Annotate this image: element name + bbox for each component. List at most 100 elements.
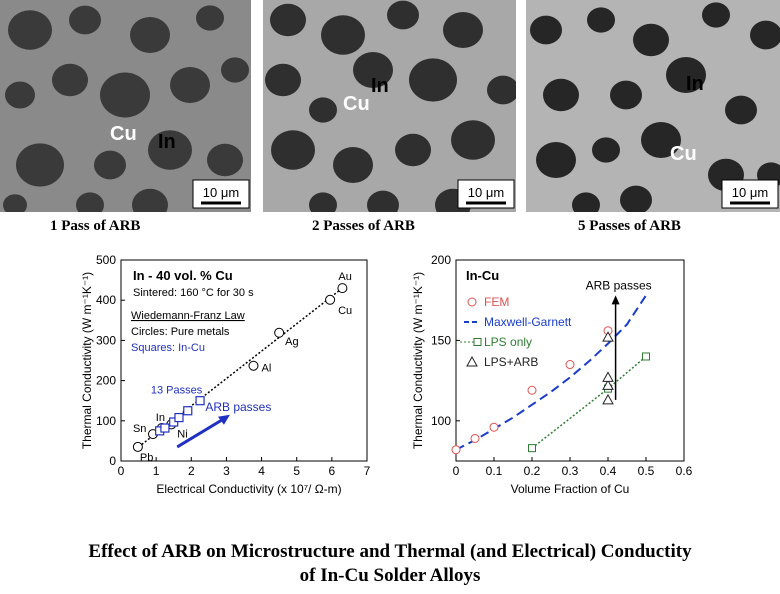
annotation-arb-passes: ARB passes bbox=[205, 400, 271, 414]
lps-arb-point bbox=[602, 379, 614, 390]
legend-lps-label: LPS only bbox=[484, 335, 532, 349]
lps-arb-point bbox=[602, 371, 614, 382]
pure-metal-label-al: Al bbox=[261, 363, 271, 375]
cu-particle bbox=[443, 12, 483, 48]
legend-arb-marker bbox=[466, 355, 478, 367]
legend-law: Wiedemann-Franz Law bbox=[131, 310, 245, 322]
pure-metal-point bbox=[132, 441, 143, 452]
figure-title-line-1: Effect of ARB on Microstructure and Ther… bbox=[88, 541, 692, 562]
x-tick-label: 0.4 bbox=[600, 464, 617, 478]
x-tick-label: 0.1 bbox=[486, 464, 503, 478]
cu-particle bbox=[132, 188, 168, 212]
chart-thermal-vs-volume-fraction: 0 0.1 0.2 0.3 0.4 0.5 0.6 100 150 200 Volume Fract… bbox=[400, 248, 700, 511]
pure-metal-label-ag: Ag bbox=[285, 336, 298, 348]
y-axis-label: Thermal Conductivity (W m⁻¹K⁻¹) bbox=[411, 272, 425, 449]
y-tick-label: 300 bbox=[96, 333, 116, 347]
x-axis-label: Volume Fraction of Cu bbox=[511, 482, 630, 496]
fem-point bbox=[565, 360, 575, 370]
plot-frame bbox=[120, 259, 368, 462]
micrograph-2: Cu In 10 μm bbox=[263, 0, 516, 212]
cu-particle bbox=[309, 97, 337, 123]
y-tick-label: 200 bbox=[431, 253, 451, 267]
cu-particle bbox=[5, 81, 35, 109]
pure-metal-label-au: Au bbox=[338, 271, 351, 283]
cu-particle bbox=[221, 57, 249, 83]
cu-particle bbox=[395, 133, 431, 167]
wiedemann-franz-line bbox=[138, 287, 343, 448]
pure-metal-label-cu: Cu bbox=[338, 305, 352, 317]
micrograph-3-caption: 5 Passes of ARB bbox=[578, 218, 681, 234]
cu-particle bbox=[353, 52, 393, 88]
pure-metal-point bbox=[274, 327, 285, 338]
cu-particle bbox=[270, 3, 306, 37]
arb-arrow-head bbox=[611, 295, 620, 305]
figure-title-line-2: of In-Cu Solder Alloys bbox=[299, 565, 481, 586]
cu-particle bbox=[409, 58, 457, 102]
y-tick-label: 100 bbox=[96, 414, 116, 428]
chart-thermal-vs-electrical: 0 1 2 3 4 5 6 7 0 100 200 300 400 500 Electrical Condu… bbox=[75, 248, 385, 511]
scalebar-label: 10 μm bbox=[203, 185, 239, 200]
lps-only-point bbox=[528, 444, 536, 453]
in-cu-point bbox=[195, 396, 205, 406]
pure-metal-label-ni: Ni bbox=[177, 428, 187, 440]
cu-particle bbox=[76, 192, 104, 212]
pure-metal-point bbox=[325, 294, 336, 305]
y-tick-label: 0 bbox=[109, 454, 116, 468]
arb-arrow-shaft bbox=[176, 417, 225, 449]
cu-label: Cu bbox=[343, 93, 370, 115]
fem-point bbox=[489, 422, 499, 432]
arb-arrow-head bbox=[217, 414, 230, 425]
lps-only-point bbox=[642, 352, 650, 361]
fem-point bbox=[470, 433, 480, 443]
legend-fem-marker bbox=[467, 297, 477, 307]
y-axis-label: Thermal Conductivity (W m⁻¹K⁻¹) bbox=[80, 272, 94, 449]
maxwell-garnett-curve bbox=[455, 294, 647, 451]
cu-particle bbox=[536, 142, 576, 178]
legend-mg-label: Maxwell-Garnett bbox=[484, 315, 572, 329]
cu-particle bbox=[702, 2, 730, 28]
cu-particle bbox=[271, 130, 315, 170]
cu-particle bbox=[620, 185, 652, 212]
legend-title: In-Cu bbox=[466, 268, 499, 283]
micrograph-3: Cu In 10 μm bbox=[526, 0, 780, 212]
x-tick-label: 2 bbox=[188, 464, 195, 478]
cu-particle bbox=[8, 10, 52, 50]
cu-particle bbox=[725, 95, 757, 125]
y-tick-label: 150 bbox=[431, 333, 451, 347]
x-tick-label: 0.2 bbox=[524, 464, 541, 478]
pure-metal-label-sn: Sn bbox=[133, 423, 146, 435]
in-label: In bbox=[686, 73, 704, 95]
in-label: In bbox=[371, 75, 389, 97]
cu-particle bbox=[69, 5, 101, 35]
cu-particle bbox=[367, 190, 399, 212]
scalebar-label: 10 μm bbox=[468, 185, 504, 200]
legend-squares: Squares: In-Cu bbox=[131, 342, 205, 354]
lps-arb-point bbox=[602, 331, 614, 342]
x-tick-label: 0.5 bbox=[638, 464, 655, 478]
in-cu-point bbox=[174, 412, 184, 423]
pure-metal-point bbox=[337, 283, 348, 294]
in-label: In bbox=[158, 131, 176, 153]
cu-particle bbox=[100, 72, 150, 118]
cu-particle bbox=[265, 63, 301, 97]
legend-arb-label: LPS+ARB bbox=[484, 355, 538, 369]
cu-particle bbox=[572, 192, 600, 212]
cu-particle bbox=[666, 57, 706, 93]
x-tick-label: 0.3 bbox=[562, 464, 579, 478]
cu-particle bbox=[387, 0, 419, 30]
cu-particle bbox=[170, 67, 210, 103]
micrograph-1-caption: 1 Pass of ARB bbox=[50, 218, 141, 234]
fem-point bbox=[527, 385, 537, 395]
cu-particle bbox=[592, 137, 620, 163]
scalebar-label: 10 μm bbox=[732, 185, 768, 200]
x-tick-label: 4 bbox=[258, 464, 265, 478]
cu-particle bbox=[16, 143, 64, 187]
y-tick-label: 200 bbox=[96, 374, 116, 388]
cu-particle bbox=[543, 78, 579, 112]
x-tick-label: 1 bbox=[153, 464, 160, 478]
micrograph-1: Cu In 10 μm bbox=[0, 0, 251, 212]
cu-particle bbox=[530, 15, 562, 45]
legend-circles: Circles: Pure metals bbox=[131, 326, 230, 338]
cu-particle bbox=[750, 20, 780, 50]
legend-title: In - 40 vol. % Cu bbox=[133, 268, 233, 283]
